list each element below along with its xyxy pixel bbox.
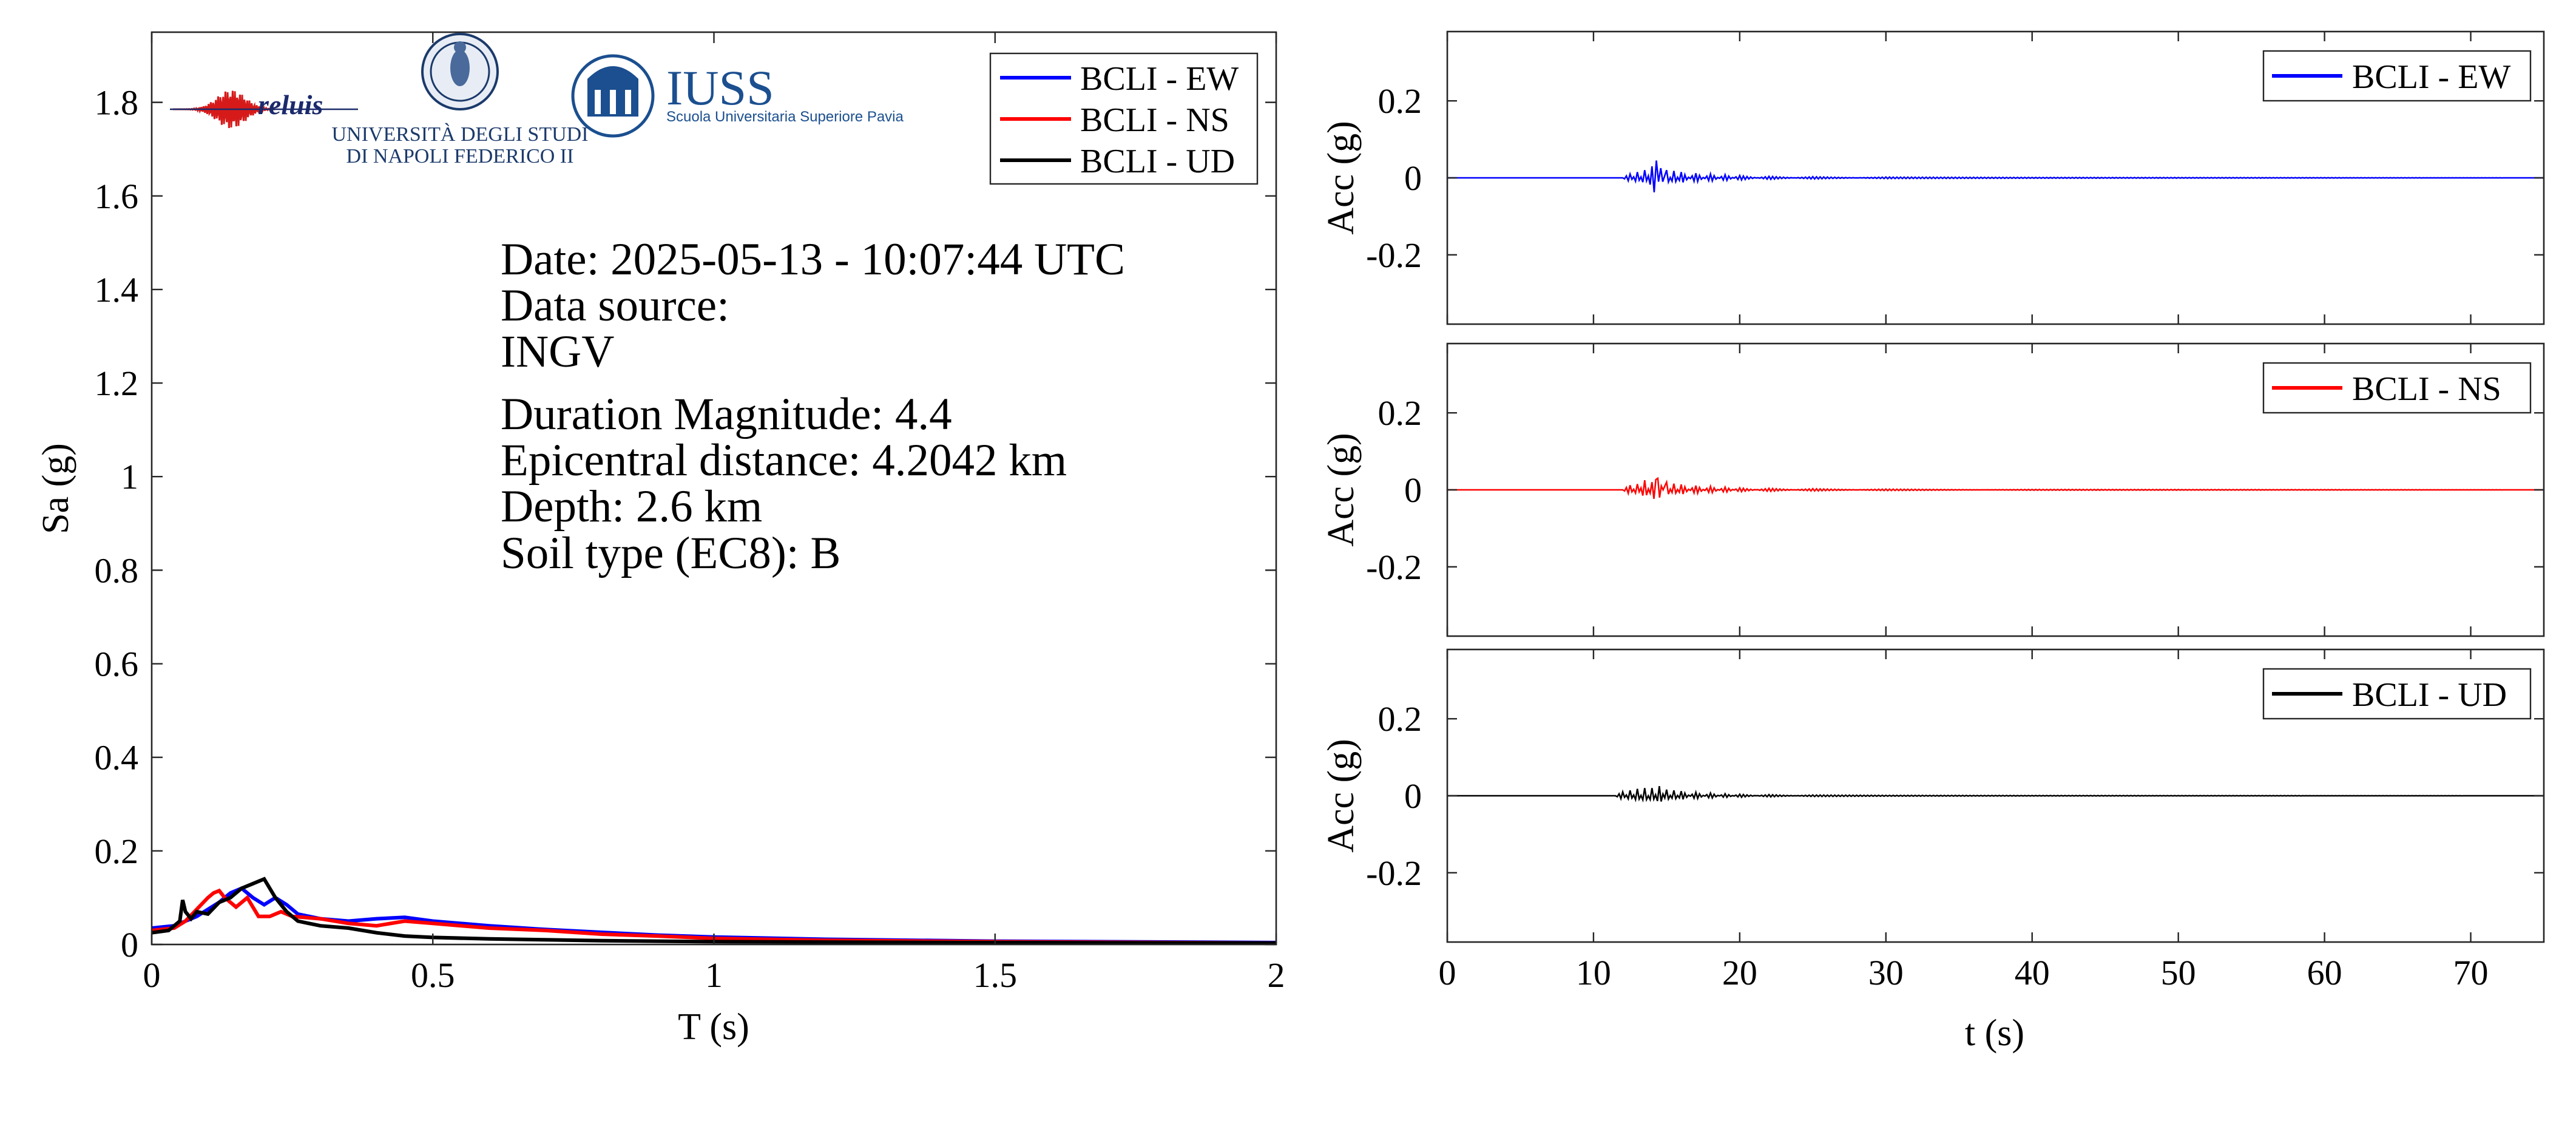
iuss-logo: IUSS Scuola Universitaria Superiore Pavi… [571,54,904,138]
acc-y-tick-label: 0 [1404,158,1422,198]
spectrum-x-tick-label: 1 [705,955,723,995]
accelerogram-charts: -0.2 0 0.2 Acc (g) BCLI - EW -0.2 0 0.2 Acc (g) B… [1320,30,2545,992]
acc-y-tick-label: 0.2 [1378,699,1422,739]
spectrum-line-ud [151,876,1277,945]
spectrum-x-tick-label: 0.5 [411,955,455,995]
reluis-logo-text: reluis [258,89,323,120]
spectrum-y-tick-label: 1.4 [95,270,139,310]
acc-x-tick-label: 40 [2015,953,2050,992]
spectrum-y-tick-label: 0.8 [95,551,139,590]
data-source-value: INGV [501,327,614,377]
soil-type: Soil type (EC8): B [501,528,840,578]
spectrum-x-tick-label: 0 [143,955,161,995]
accelerogram-trace [1447,785,2544,803]
acc-y-tick-label: -0.2 [1366,548,1422,587]
unina-logo-line1: UNIVERSITÀ DEGLI STUDI [331,123,588,146]
event-info: Date: 2025-05-13 - 10:07:44 UTC Data sou… [501,234,1125,578]
spectrum-y-tick-label: 1.6 [95,177,139,216]
acc-y-tick-label: -0.2 [1366,853,1422,893]
time-axis-label: t (s) [1965,1012,2024,1054]
depth: Depth: 2.6 km [501,481,762,532]
spectrum-y-tick-label: 0.4 [95,738,139,778]
acc-y-tick-label: 0.2 [1378,393,1422,433]
iuss-logo-subtitle: Scuola Universitaria Superiore Pavia [666,109,904,125]
acc-x-tick-label: 0 [1439,953,1456,992]
legend-label-ew: BCLI - EW [1080,60,1239,98]
acc-y-tick-label: 0 [1404,776,1422,816]
acc-legend-label: BCLI - EW [2352,58,2510,96]
acc-legend-label: BCLI - NS [2352,370,2501,408]
accelerogram-trace [1447,476,2544,499]
spectrum-y-tick-label: 1.8 [95,83,139,123]
acc-y-tick-label: 0.2 [1378,81,1422,121]
acc-y-axis-label: Acc (g) [1320,739,1362,853]
acc-y-tick-label: -0.2 [1366,236,1422,275]
spectrum-y-tick-label: 1.2 [95,364,139,403]
reluis-logo: reluis [170,89,358,128]
epicentral-distance: Epicentral distance: 4.2042 km [501,435,1067,486]
accelerogram-panel-ud: 0 10 20 30 40 50 60 70 -0.2 0 0.2 Acc (g) BCLI - UD [1320,648,2545,992]
unina-logo-line2: DI NAPOLI FEDERICO II [347,145,574,168]
acc-x-tick-label: 20 [1722,953,1757,992]
acc-x-tick-label: 10 [1576,953,1611,992]
acc-y-axis-label: Acc (g) [1320,433,1362,547]
acc-x-tick-label: 70 [2453,953,2489,992]
spectrum-x-axis-label: T (s) [678,1006,749,1048]
acc-legend-label: BCLI - UD [2352,676,2507,714]
legend-label-ud: BCLI - UD [1080,143,1235,180]
spectrum-legend: BCLI - EW BCLI - NS BCLI - UD [989,52,1259,185]
unina-logo: UNIVERSITÀ DEGLI STUDI DI NAPOLI FEDERIC… [331,33,589,168]
acc-x-tick-label: 60 [2307,953,2342,992]
data-source-label: Data source: [501,280,729,331]
spectrum-x-tick-label: 2 [1268,955,1285,995]
spectrum-y-axis-label: Sa (g) [35,443,76,534]
iuss-logo-name: IUSS [666,60,774,115]
spectrum-y-tick-label: 1 [121,457,138,497]
spectrum-y-tick-label: 0.2 [95,832,139,871]
spectrum-y-tick-label: 0.6 [95,645,139,684]
acc-x-tick-label: 50 [2161,953,2196,992]
accelerogram-panel-ns: -0.2 0 0.2 Acc (g) BCLI - NS [1320,342,2545,637]
acc-x-tick-label: 30 [1868,953,1904,992]
accelerogram-trace [1447,160,2544,192]
acc-y-tick-label: 0 [1404,470,1422,510]
spectrum-x-tick-label: 1.5 [973,955,1018,995]
event-date: Date: 2025-05-13 - 10:07:44 UTC [501,234,1125,285]
accelerogram-panel-ew: -0.2 0 0.2 Acc (g) BCLI - EW [1320,30,2545,325]
duration-magnitude: Duration Magnitude: 4.4 [501,389,952,439]
acc-y-axis-label: Acc (g) [1320,121,1362,235]
legend-label-ns: BCLI - NS [1080,101,1229,139]
spectrum-y-tick-label: 0 [121,925,138,965]
